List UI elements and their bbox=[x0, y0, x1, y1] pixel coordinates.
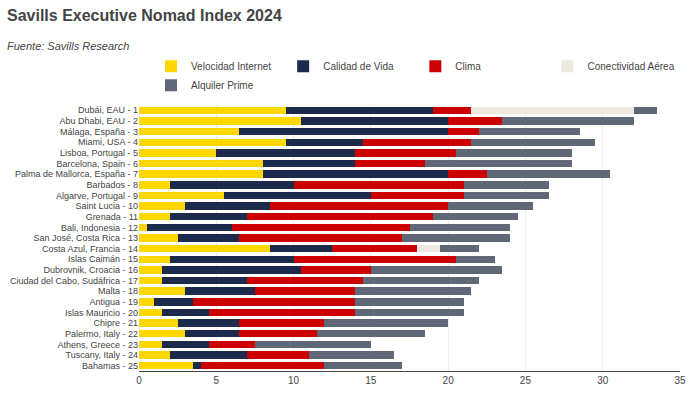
svg-text:San José, Costa Rica - 13: San José, Costa Rica - 13 bbox=[33, 233, 138, 243]
svg-text:Miami, USA - 4: Miami, USA - 4 bbox=[78, 137, 138, 147]
svg-text:Islas Caimán - 15: Islas Caimán - 15 bbox=[68, 254, 138, 264]
svg-text:Barbados - 8: Barbados - 8 bbox=[86, 180, 138, 190]
svg-text:Antigua - 19: Antigua - 19 bbox=[89, 297, 138, 307]
svg-text:Savills Executive Nomad Index: Savills Executive Nomad Index 2024 bbox=[7, 7, 282, 24]
svg-text:35: 35 bbox=[674, 375, 686, 386]
svg-text:10: 10 bbox=[288, 375, 300, 386]
svg-text:0: 0 bbox=[136, 375, 142, 386]
svg-text:Málaga, España - 3: Málaga, España - 3 bbox=[60, 127, 138, 137]
svg-text:Lisboa, Portugal - 5: Lisboa, Portugal - 5 bbox=[60, 148, 138, 158]
svg-text:Calidad de Vida: Calidad de Vida bbox=[323, 61, 394, 72]
svg-text:15: 15 bbox=[365, 375, 377, 386]
svg-text:25: 25 bbox=[520, 375, 532, 386]
svg-text:Abu Dhabi, EAU - 2: Abu Dhabi, EAU - 2 bbox=[59, 116, 138, 126]
svg-text:Alquiler Prime: Alquiler Prime bbox=[191, 80, 254, 91]
svg-text:Velocidad Internet: Velocidad Internet bbox=[191, 61, 271, 72]
svg-text:Conectividad Aérea: Conectividad Aérea bbox=[587, 61, 674, 72]
svg-text:Grenada - 11: Grenada - 11 bbox=[86, 212, 138, 222]
svg-text:Algarve, Portugal - 9: Algarve, Portugal - 9 bbox=[56, 191, 138, 201]
svg-text:Islas Mauricio - 20: Islas Mauricio - 20 bbox=[65, 308, 138, 318]
svg-text:Chipre - 21: Chipre - 21 bbox=[93, 318, 138, 328]
svg-text:Fuente: Savills Research: Fuente: Savills Research bbox=[7, 40, 129, 52]
svg-text:Clima: Clima bbox=[455, 61, 481, 72]
svg-text:Dubrovnik, Croacia - 16: Dubrovnik, Croacia - 16 bbox=[43, 265, 138, 275]
svg-text:Saint Lucia - 10: Saint Lucia - 10 bbox=[75, 201, 138, 211]
svg-text:Palma de Mallorca, España - 7: Palma de Mallorca, España - 7 bbox=[15, 169, 138, 179]
svg-text:Palermo, Italy - 22: Palermo, Italy - 22 bbox=[65, 329, 138, 339]
svg-text:Tuscany, Italy - 24: Tuscany, Italy - 24 bbox=[65, 350, 138, 360]
svg-text:Barcelona, Spain - 6: Barcelona, Spain - 6 bbox=[56, 159, 138, 169]
svg-text:5: 5 bbox=[214, 375, 220, 386]
svg-text:Bahamas - 25: Bahamas - 25 bbox=[82, 361, 138, 371]
svg-text:30: 30 bbox=[597, 375, 609, 386]
svg-text:Costa Azul, Francia - 14: Costa Azul, Francia - 14 bbox=[42, 244, 138, 254]
svg-text:Ciudad del Cabo, Sudáfrica - 1: Ciudad del Cabo, Sudáfrica - 17 bbox=[10, 276, 138, 286]
svg-text:Dubái, EAU - 1: Dubái, EAU - 1 bbox=[78, 105, 138, 115]
svg-text:20: 20 bbox=[443, 375, 455, 386]
svg-text:Bali, Indonesia - 12: Bali, Indonesia - 12 bbox=[61, 223, 138, 233]
svg-text:Malta - 18: Malta - 18 bbox=[98, 286, 138, 296]
svg-text:Athens, Greece - 23: Athens, Greece - 23 bbox=[57, 340, 138, 350]
